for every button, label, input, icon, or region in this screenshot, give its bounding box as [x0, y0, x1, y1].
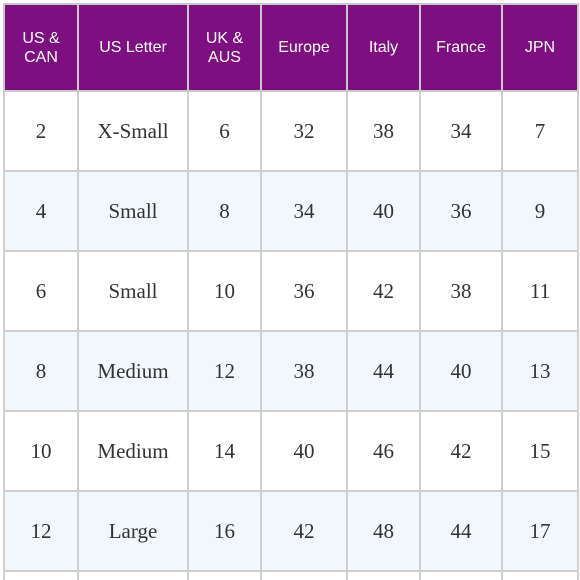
- cell-europe: 32: [260, 90, 348, 172]
- cell-us-letter: Medium: [77, 410, 189, 492]
- cell-jpn: 13: [501, 330, 579, 412]
- cell-us-can: 4: [3, 170, 79, 252]
- cell-jpn: 15: [501, 410, 579, 492]
- cell-france: 40: [419, 330, 503, 412]
- cell-italy: 48: [346, 490, 421, 572]
- cell-us-can: 10: [3, 410, 79, 492]
- cell-france: 38: [419, 250, 503, 332]
- cell-italy: 44: [346, 330, 421, 412]
- table-row: 12 Large 16 42 48 44 17: [3, 490, 579, 572]
- column-header-france: France: [419, 3, 503, 92]
- cell-italy: 46: [346, 410, 421, 492]
- cell-us-letter: Large: [77, 490, 189, 572]
- cell-italy: 38: [346, 90, 421, 172]
- cell-jpn: 7: [501, 90, 579, 172]
- column-header-jpn: JPN: [501, 3, 579, 92]
- cell-us-can: 12: [3, 490, 79, 572]
- cell-us-can: 6: [3, 250, 79, 332]
- cell-us-can: 8: [3, 330, 79, 412]
- cell-uk-aus: 12: [187, 330, 262, 412]
- cell-jpn: 9: [501, 170, 579, 252]
- cell-europe: 36: [260, 250, 348, 332]
- cell-us-letter: Small: [77, 250, 189, 332]
- cell-uk-aus: 6: [187, 90, 262, 172]
- cell-france: 44: [419, 490, 503, 572]
- cell-europe: 38: [260, 330, 348, 412]
- table-header-row: US & CAN US Letter UK & AUS Europe Italy…: [3, 3, 579, 92]
- cell-us-letter: Small: [77, 170, 189, 252]
- cell-europe: 40: [260, 410, 348, 492]
- column-header-us-can: US & CAN: [3, 3, 79, 92]
- column-header-uk-aus: UK & AUS: [187, 3, 262, 92]
- cell-us-letter: Medium: [77, 330, 189, 412]
- column-header-europe: Europe: [260, 3, 348, 92]
- table-row: 4 Small 8 34 40 36 9: [3, 170, 579, 252]
- column-header-italy: Italy: [346, 3, 421, 92]
- cell-uk-aus: 14: [187, 410, 262, 492]
- cell-europe: 42: [260, 490, 348, 572]
- cell-italy: 42: [346, 250, 421, 332]
- cell-jpn: 11: [501, 250, 579, 332]
- cell-france: 42: [419, 410, 503, 492]
- table-row: 2 X-Small 6 32 38 34 7: [3, 90, 579, 172]
- column-header-us-letter: US Letter: [77, 3, 189, 92]
- cell-us-letter: X-Small: [77, 90, 189, 172]
- cell-uk-aus: 16: [187, 490, 262, 572]
- cell-uk-aus: 10: [187, 250, 262, 332]
- cell-italy: 40: [346, 170, 421, 252]
- cell-france: 36: [419, 170, 503, 252]
- cell-uk-aus: 8: [187, 170, 262, 252]
- cell-europe: 34: [260, 170, 348, 252]
- cell-us-can: 2: [3, 90, 79, 172]
- table-row: 10 Medium 14 40 46 42 15: [3, 410, 579, 492]
- table-row-cut-off: [3, 570, 579, 580]
- table-row: 8 Medium 12 38 44 40 13: [3, 330, 579, 412]
- table-row: 6 Small 10 36 42 38 11: [3, 250, 579, 332]
- cell-jpn: 17: [501, 490, 579, 572]
- cell-france: 34: [419, 90, 503, 172]
- size-conversion-table: US & CAN US Letter UK & AUS Europe Italy…: [3, 3, 579, 580]
